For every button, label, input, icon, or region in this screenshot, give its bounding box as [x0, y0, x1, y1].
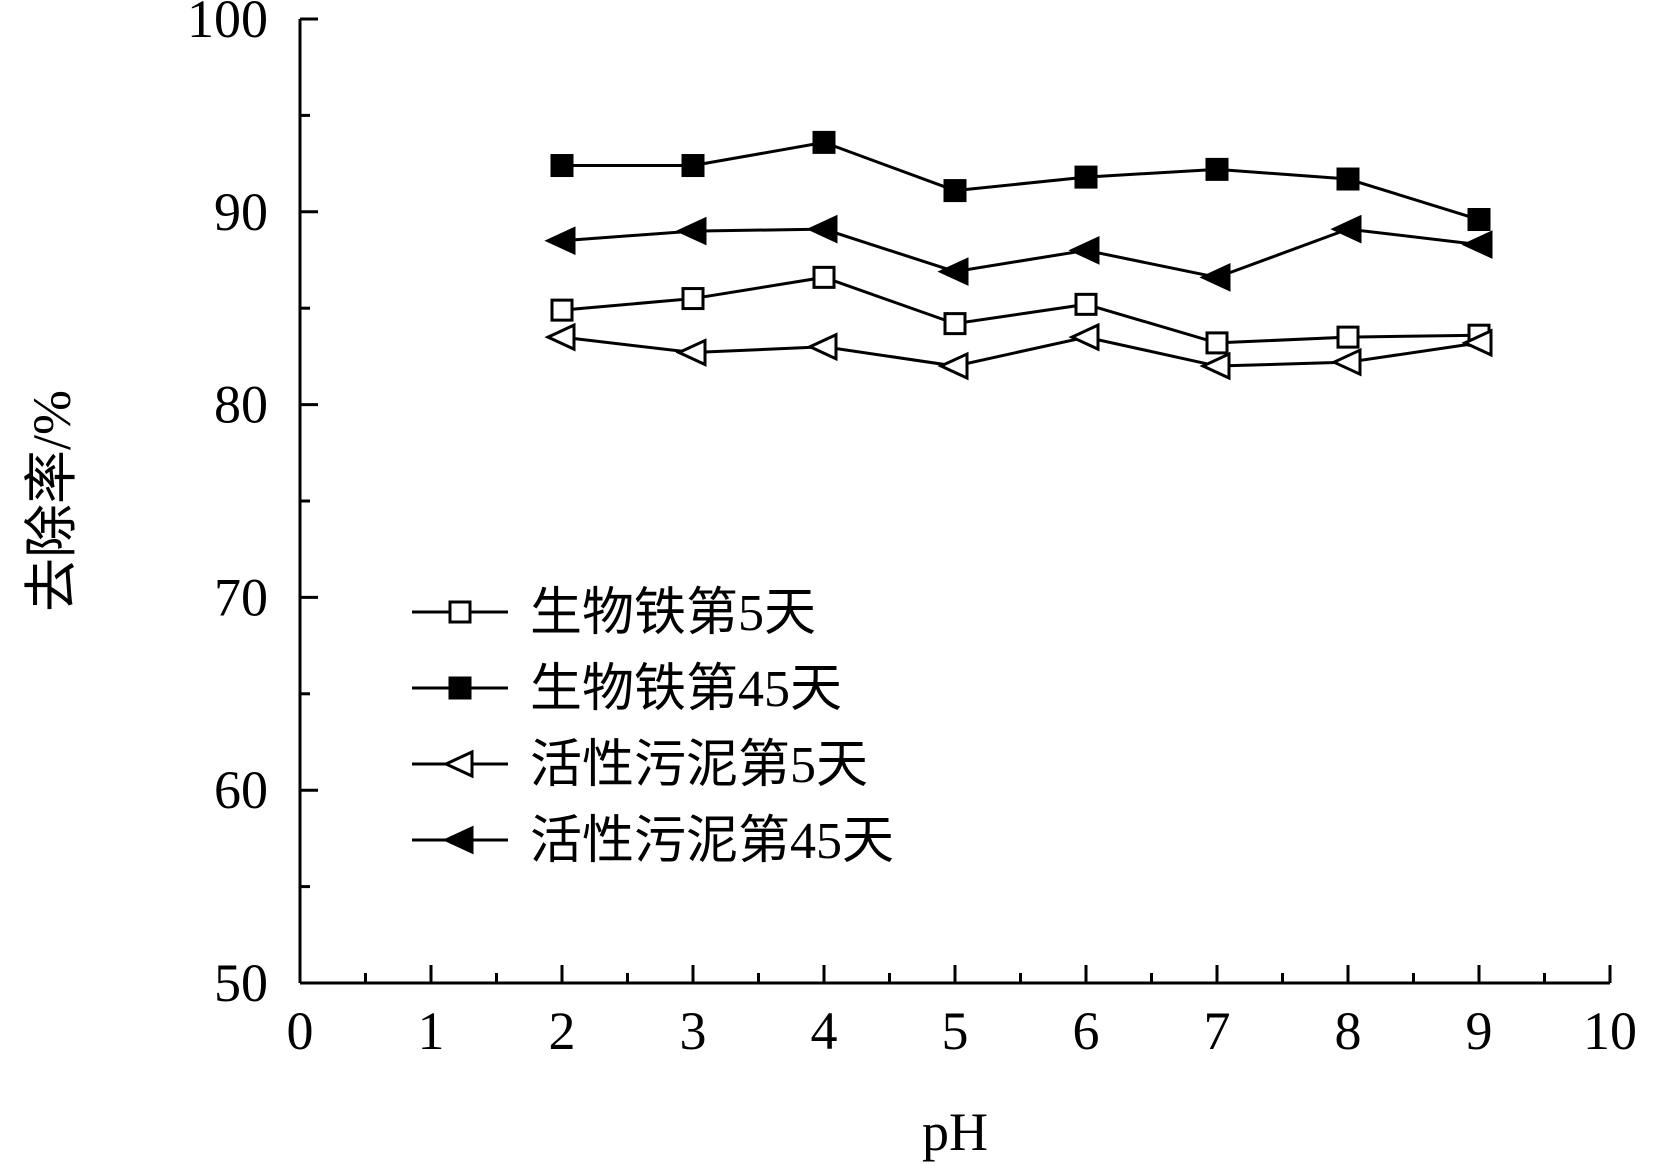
- series-1: [550, 265, 1491, 355]
- legend-marker: [448, 676, 472, 700]
- data-point: [550, 154, 574, 178]
- x-tick-label: 9: [1466, 1001, 1493, 1061]
- series-layer: [544, 130, 1493, 381]
- data-point: [1461, 230, 1493, 259]
- x-tick-label: 5: [942, 1001, 969, 1061]
- x-tick-label: 6: [1073, 1001, 1100, 1061]
- data-point: [1074, 292, 1098, 316]
- data-point: [937, 351, 969, 381]
- x-tick-label: 7: [1204, 1001, 1231, 1061]
- data-point: [806, 332, 838, 362]
- x-tick-label: 10: [1583, 1001, 1637, 1061]
- y-tick-label: 50: [214, 953, 268, 1013]
- series-line: [561, 335, 1480, 368]
- legend-marker: [442, 825, 474, 855]
- data-point: [1330, 347, 1362, 377]
- y-tick-label: 100: [187, 0, 268, 49]
- series-line: [562, 140, 1480, 221]
- data-point: [681, 154, 705, 178]
- data-point: [1068, 236, 1100, 265]
- x-tick-label: 2: [549, 1001, 576, 1061]
- data-point: [1199, 263, 1231, 292]
- x-tick-label: 0: [287, 1001, 314, 1061]
- series-4: [544, 214, 1493, 292]
- data-point: [1330, 214, 1362, 244]
- data-point: [675, 216, 707, 246]
- legend-item: 活性污泥第5天: [412, 737, 868, 794]
- series-3: [544, 322, 1493, 381]
- y-tick-label: 70: [214, 567, 268, 627]
- data-point: [1074, 165, 1098, 189]
- x-tick-label: 8: [1335, 1001, 1362, 1061]
- data-point: [1199, 351, 1231, 381]
- data-point: [1205, 331, 1229, 355]
- y-tick-label: 80: [214, 375, 268, 435]
- ticks: 0 1 2 3 4 5 6 7 8 9 10 50 60 70 80 90 100: [187, 0, 1637, 1061]
- legend-marker: [448, 600, 472, 624]
- legend-item: 活性污泥第45天: [412, 813, 894, 870]
- legend-label: 活性污泥第5天: [530, 737, 868, 794]
- data-point: [1336, 167, 1360, 191]
- data-point: [1068, 322, 1100, 352]
- series-line: [561, 227, 1480, 279]
- data-point: [675, 338, 707, 367]
- data-point: [681, 287, 705, 311]
- x-tick-label: 4: [811, 1001, 838, 1061]
- data-point: [550, 298, 574, 322]
- series-line: [561, 275, 1480, 345]
- data-point: [937, 257, 969, 286]
- data-point: [943, 312, 967, 336]
- data-point: [1467, 208, 1491, 232]
- y-tick-label: 60: [214, 760, 268, 820]
- data-point: [812, 265, 836, 289]
- data-point: [1461, 328, 1493, 358]
- data-point: [544, 322, 576, 352]
- data-point: [812, 130, 836, 154]
- axes: [298, 19, 1610, 985]
- data-point: [1336, 325, 1360, 349]
- data-point: [1205, 157, 1229, 181]
- y-axis-title: 去除率/%: [22, 390, 82, 612]
- legend-label: 生物铁第5天: [530, 585, 816, 642]
- y-tick-label: 90: [214, 182, 268, 242]
- legend-item: 生物铁第5天: [412, 585, 816, 642]
- x-axis-title: pH: [922, 1102, 988, 1162]
- data-point: [544, 226, 576, 256]
- x-tick-label: 3: [680, 1001, 707, 1061]
- legend-marker: [442, 749, 474, 779]
- x-tick-label: 1: [418, 1001, 445, 1061]
- legend-item: 生物铁第45天: [412, 661, 842, 718]
- legend-label: 活性污泥第45天: [530, 813, 894, 870]
- legend-label: 生物铁第45天: [530, 661, 842, 718]
- series-2: [550, 130, 1491, 232]
- data-point: [806, 214, 838, 244]
- data-point: [943, 179, 967, 203]
